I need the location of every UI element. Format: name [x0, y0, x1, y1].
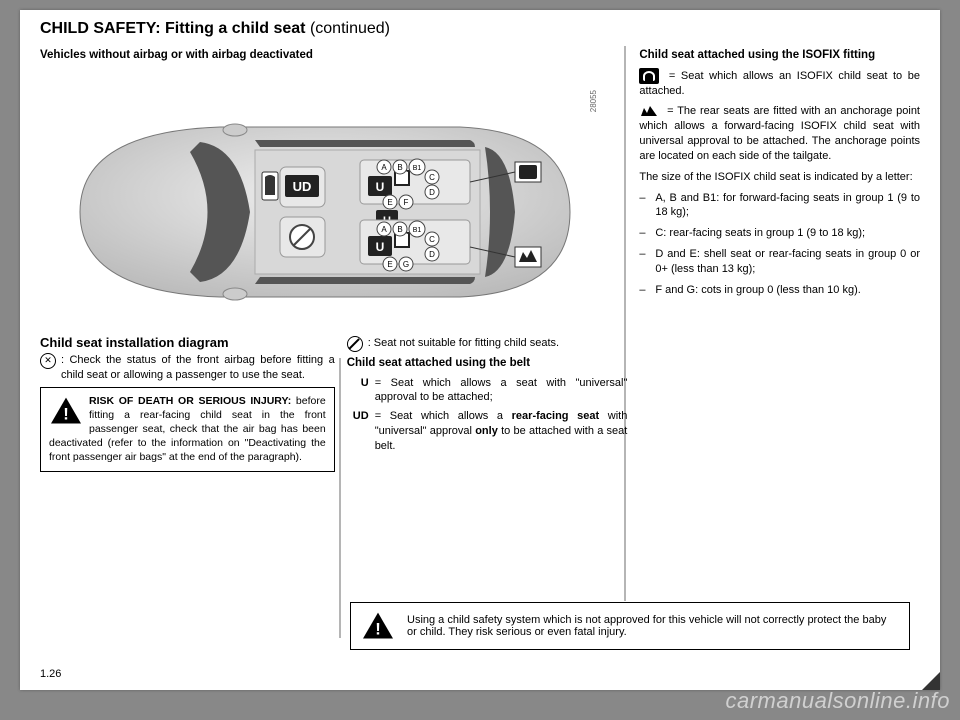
belt-heading: Child seat attached using the belt [347, 356, 628, 372]
anchor-icon [639, 104, 659, 118]
not-suitable-note: : Seat not suitable for fitting child se… [347, 336, 628, 352]
warning2-text: Using a child safety system which is not… [407, 614, 899, 638]
isofix-seat-icon [639, 68, 659, 84]
ud-text: = Seat which allows a rear-facing seat w… [375, 409, 628, 454]
warning-box-1: ! RISK OF DEATH OR SERIOUS INJURY: befor… [40, 387, 335, 472]
column-divider-1 [339, 358, 341, 638]
not-suitable-icon [347, 336, 363, 352]
warning-icon: ! [361, 611, 395, 641]
manual-page: CHILD SAFETY: Fitting a child seat (cont… [20, 10, 940, 690]
column-3: Child seat attached using the ISOFIX fit… [639, 48, 920, 628]
check-icon: ✕ [40, 353, 56, 383]
check-text: : Check the status of the front airbag b… [61, 353, 335, 383]
warning-icon: ! [49, 396, 83, 430]
not-suitable-text: : Seat not suitable for fitting child se… [368, 336, 628, 352]
isofix-p3: The size of the ISOFIX child seat is ind… [639, 170, 920, 185]
check-airbag-note: ✕ : Check the status of the front airbag… [40, 353, 335, 383]
svg-text:UD: UD [293, 179, 312, 194]
column-1: Vehicles without airbag or with airbag d… [40, 48, 335, 628]
ud-definition: UD = Seat which allows a rear-facing sea… [347, 409, 628, 454]
title-continued: (continued) [310, 20, 390, 37]
subhead-left: Vehicles without airbag or with airbag d… [40, 48, 335, 64]
svg-text:!: ! [63, 404, 69, 423]
u-label: U [347, 376, 369, 406]
ud-label: UD [347, 409, 369, 454]
isofix-p1: = Seat which allows an ISOFIX child seat… [639, 68, 920, 99]
isofix-heading: Child seat attached using the ISOFIX fit… [639, 48, 920, 64]
u-text: = Seat which allows a seat with "univers… [375, 376, 628, 406]
watermark: carmanualsonline.info [725, 688, 950, 714]
list-item: –A, B and B1: for forward-facing seats i… [639, 191, 920, 221]
u-definition: U = Seat which allows a seat with "unive… [347, 376, 628, 406]
warning1-lead: RISK OF DEATH OR SERIOUS INJURY: [89, 395, 291, 407]
isofix-size-list: –A, B and B1: for forward-facing seats i… [639, 191, 920, 298]
isofix-p2: = The rear seats are fitted with an anch… [639, 104, 920, 163]
page-title: CHILD SAFETY: Fitting a child seat (cont… [40, 20, 920, 38]
svg-text:!: ! [375, 619, 381, 638]
warning-box-2: ! Using a child safety system which is n… [350, 602, 910, 650]
title-main: CHILD SAFETY: Fitting a child seat [40, 20, 310, 37]
page-number: 1.26 [40, 668, 61, 680]
list-item: –C: rear-facing seats in group 1 (9 to 1… [639, 226, 920, 241]
list-item: –F and G: cots in group 0 (less than 10 … [639, 283, 920, 298]
column-2: : Seat not suitable for fitting child se… [347, 48, 628, 628]
list-item: –D and E: shell seat or rear-facing seat… [639, 247, 920, 277]
content-columns: Vehicles without airbag or with airbag d… [40, 48, 920, 628]
